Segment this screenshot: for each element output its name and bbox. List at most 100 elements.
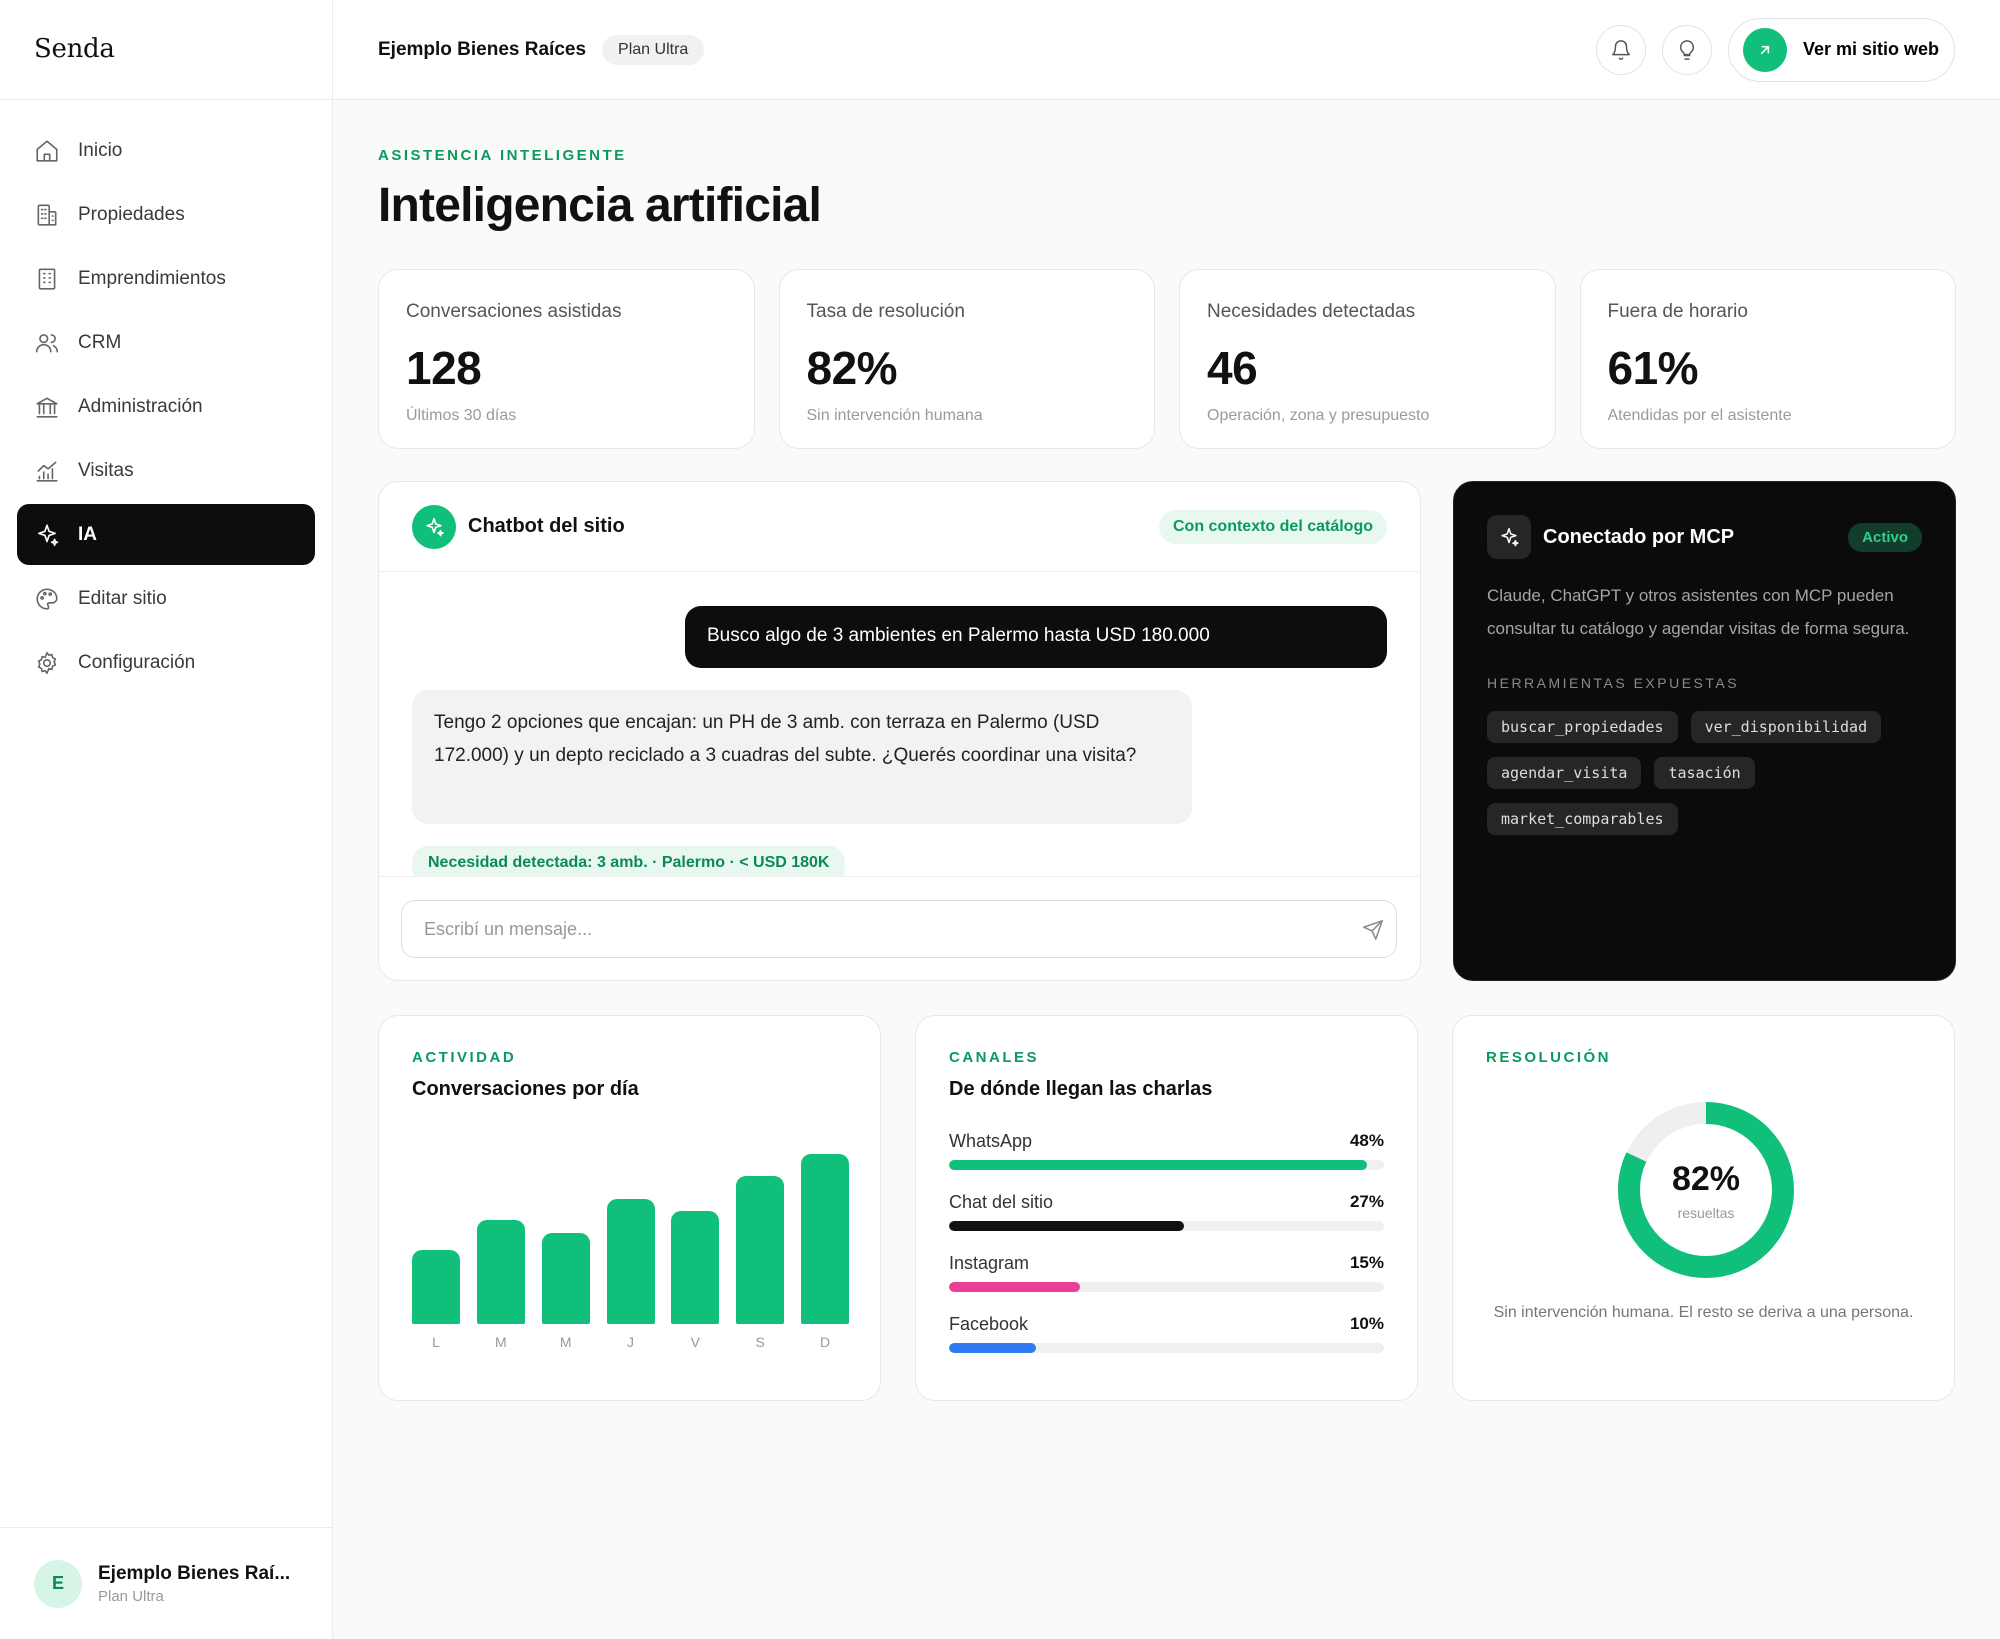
sidebar-item-crm[interactable]: CRM bbox=[17, 312, 315, 373]
sparkles-icon bbox=[412, 504, 456, 549]
activity-title: Conversaciones por día bbox=[412, 1078, 639, 1100]
stat-card: Necesidades detectadas 46 Operación, zona … bbox=[1179, 269, 1556, 449]
tool-chip: tasación bbox=[1654, 757, 1755, 789]
sidebar-item-ia[interactable]: IA bbox=[17, 504, 315, 565]
sidebar-item-label: Inicio bbox=[78, 139, 123, 161]
tool-chip: ver_disponibilidad bbox=[1690, 711, 1882, 743]
sidebar-item-inicio[interactable]: Inicio bbox=[17, 120, 315, 181]
chart-icon bbox=[36, 461, 58, 482]
building-icon bbox=[37, 203, 57, 226]
plan-badge: Plan Ultra bbox=[602, 34, 705, 65]
tips-button[interactable] bbox=[1661, 24, 1712, 75]
resolution-note: Sin intervención humana. El resto se der… bbox=[1493, 1304, 1914, 1321]
channel-row: Facebook 10% bbox=[949, 1314, 1384, 1353]
sidebar-item-propiedades[interactable]: Propiedades bbox=[17, 184, 315, 245]
channel-bar-fill bbox=[949, 1343, 1036, 1353]
sidebar-item-emprendimientos[interactable]: Emprendimientos bbox=[17, 248, 315, 309]
sidebar-item-visitas[interactable]: Visitas bbox=[17, 440, 315, 501]
channel-label: Instagram bbox=[949, 1253, 1030, 1273]
status-badge: Activo bbox=[1848, 522, 1922, 552]
channel-percent: 10% bbox=[1349, 1314, 1384, 1333]
arrow-up-right-icon bbox=[1742, 27, 1787, 72]
context-badge: Con contexto del catálogo bbox=[1158, 509, 1387, 544]
tool-chip: buscar_propiedades bbox=[1487, 711, 1678, 743]
resolution-sub: resueltas bbox=[1677, 1204, 1735, 1221]
sparkles-icon bbox=[38, 523, 59, 546]
sidebar-item-configuraci-n[interactable]: Configuración bbox=[17, 632, 315, 693]
stat-label: Necesidades detectadas bbox=[1207, 301, 1416, 322]
channel-percent: 48% bbox=[1349, 1131, 1384, 1150]
channel-label: Facebook bbox=[949, 1314, 1029, 1334]
chatbot-title: Chatbot del sitio bbox=[468, 515, 625, 537]
bar-axis-label: V bbox=[690, 1334, 700, 1350]
sparkles-icon bbox=[1487, 515, 1531, 559]
resolution-card: RESOLUCIÓN 82% resueltas Sin intervenció… bbox=[1452, 1015, 1955, 1401]
sidebar-item-administraci-n[interactable]: Administración bbox=[17, 376, 315, 437]
channel-label: Chat del sitio bbox=[949, 1192, 1054, 1212]
home-icon bbox=[36, 139, 58, 162]
brand-logo[interactable]: Senda bbox=[0, 0, 332, 100]
channel-percent: 15% bbox=[1349, 1253, 1384, 1272]
stat-value: 128 bbox=[406, 342, 482, 394]
channels-card: CANALES De dónde llegan las charlas What… bbox=[915, 1015, 1418, 1401]
channel-row: WhatsApp 48% bbox=[949, 1131, 1384, 1170]
bar-axis-label: D bbox=[819, 1334, 831, 1350]
sidebar-item-label: Emprendimientos bbox=[78, 267, 226, 289]
send-icon[interactable] bbox=[1362, 919, 1384, 941]
channel-bar-track bbox=[949, 1160, 1384, 1170]
sidebar-item-label: Propiedades bbox=[78, 203, 185, 225]
stat-value: 46 bbox=[1207, 342, 1258, 394]
mcp-description: Claude, ChatGPT y otros asistentes con M… bbox=[1487, 586, 1910, 638]
top-header: Ejemplo Bienes Raíces Plan Ultra Ver mi … bbox=[333, 0, 2000, 100]
channel-bar-track bbox=[949, 1221, 1384, 1231]
channel-row: Chat del sitio 27% bbox=[949, 1192, 1384, 1231]
stat-sub: Últimos 30 días bbox=[406, 407, 517, 424]
mcp-panel: Conectado por MCP Activo Claude, ChatGPT… bbox=[1453, 481, 1956, 981]
sidebar: Senda Inicio Propiedades Emprendimientos CR… bbox=[0, 0, 333, 1639]
gear-icon bbox=[37, 651, 57, 674]
account-switcher[interactable]: E Ejemplo Bienes Raí... Plan Ultra bbox=[0, 1527, 333, 1639]
bot-message: Tengo 2 opciones que encajan: un PH de 3… bbox=[412, 690, 1192, 824]
mcp-title: Conectado por MCP bbox=[1543, 525, 1735, 548]
stat-value: 61% bbox=[1607, 342, 1699, 394]
bell-icon bbox=[1611, 39, 1630, 60]
main-content: ASISTENCIA INTELIGENTE Inteligencia arti… bbox=[378, 100, 1956, 1401]
avatar: E bbox=[34, 1559, 82, 1608]
office-icon bbox=[38, 267, 56, 290]
channel-label: WhatsApp bbox=[949, 1131, 1033, 1151]
sidebar-item-label: Visitas bbox=[78, 459, 134, 481]
bar bbox=[541, 1233, 590, 1324]
bar bbox=[671, 1211, 720, 1324]
chat-message-input[interactable] bbox=[401, 900, 1397, 958]
stats-row: Conversaciones asistidas 128 Últimos 30 dí… bbox=[378, 269, 1956, 449]
bar bbox=[606, 1199, 655, 1324]
channel-row: Instagram 15% bbox=[949, 1253, 1384, 1292]
tool-chip: market_comparables bbox=[1487, 803, 1678, 835]
stat-label: Tasa de resolución bbox=[806, 301, 965, 322]
bar bbox=[801, 1154, 849, 1324]
channel-bar-track bbox=[949, 1282, 1384, 1292]
bank-icon bbox=[36, 397, 58, 418]
page-title: Inteligencia artificial bbox=[378, 179, 822, 232]
bar bbox=[736, 1175, 785, 1324]
page-eyebrow: ASISTENCIA INTELIGENTE bbox=[378, 147, 627, 164]
stat-card: Conversaciones asistidas 128 Últimos 30 dí… bbox=[378, 269, 755, 449]
view-site-button[interactable]: Ver mi sitio web bbox=[1727, 17, 1955, 82]
tools-label: HERRAMIENTAS EXPUESTAS bbox=[1487, 675, 1740, 691]
sidebar-item-editar-sitio[interactable]: Editar sitio bbox=[17, 568, 315, 629]
stat-card: Fuera de horario 61% Atendidas por el asis… bbox=[1579, 269, 1956, 449]
sidebar-item-label: Administración bbox=[78, 395, 203, 417]
channel-bar-track bbox=[949, 1343, 1384, 1353]
tools-list: buscar_propiedades ver_disponibilidad agen… bbox=[1487, 711, 1927, 835]
bar-axis-label: L bbox=[432, 1334, 440, 1350]
user-message: Busco algo de 3 ambientes en Palermo has… bbox=[685, 606, 1387, 668]
bar bbox=[476, 1219, 525, 1324]
lightbulb-icon bbox=[1679, 39, 1695, 60]
stat-sub: Operación, zona y presupuesto bbox=[1207, 407, 1430, 424]
bar-axis-label: J bbox=[627, 1334, 634, 1350]
stat-card: Tasa de resolución 82% Sin intervención hu… bbox=[778, 269, 1155, 449]
org-name: Ejemplo Bienes Raíces bbox=[378, 38, 587, 60]
notifications-button[interactable] bbox=[1595, 24, 1646, 75]
sidebar-item-label: Configuración bbox=[78, 651, 196, 673]
